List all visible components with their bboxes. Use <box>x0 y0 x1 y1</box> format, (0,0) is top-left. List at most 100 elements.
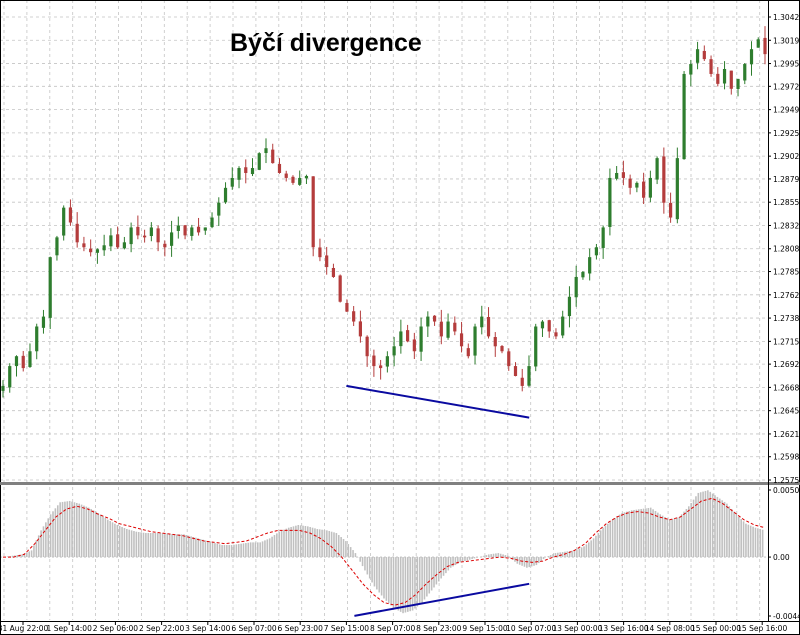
candle-body <box>14 356 19 367</box>
candle-body <box>352 311 356 322</box>
candle-body <box>608 177 612 227</box>
y-tick-label: 1.27150 <box>773 337 800 346</box>
candle-body <box>480 316 484 328</box>
candle-body <box>432 315 437 322</box>
candle-body <box>749 49 754 65</box>
candle-body <box>716 73 720 84</box>
y-tick-label: 1.30190 <box>773 36 800 45</box>
y-tick-label: 1.28320 <box>773 221 800 230</box>
candle-body <box>28 351 32 367</box>
candle-body <box>163 243 167 248</box>
candle-body <box>520 377 524 386</box>
candle-body <box>615 172 619 179</box>
candle-body <box>682 73 686 160</box>
candle-body <box>439 321 443 337</box>
candle-body <box>365 336 369 357</box>
candle-body <box>594 247 599 256</box>
y-tick-label: 1.28085 <box>773 245 800 254</box>
candle-body <box>588 257 592 274</box>
candle-body <box>379 365 383 369</box>
candle-body <box>230 177 234 187</box>
candle-body <box>277 163 282 173</box>
candle-body <box>210 217 214 228</box>
candle-body <box>68 207 73 223</box>
candle-body <box>109 235 113 247</box>
candle-body <box>621 172 625 178</box>
candle-body <box>95 249 100 253</box>
candle-body <box>513 366 518 377</box>
candle-body <box>271 149 275 164</box>
candle-body <box>304 175 309 179</box>
candle-body <box>298 177 302 185</box>
candle-body <box>196 226 201 233</box>
indicator-trendline <box>354 582 530 617</box>
x-tick-label: 6 Sep 07:00 <box>231 624 277 633</box>
y-tick-label: 1.26450 <box>773 407 800 416</box>
candle-body <box>736 78 740 89</box>
x-tick-label: 3 Sep 14:00 <box>185 624 231 633</box>
candle-body <box>82 243 86 248</box>
candle-body <box>743 64 747 81</box>
candle-body <box>399 331 403 347</box>
indicator-y-tick-label: 0.00 <box>773 553 790 562</box>
candle-body <box>540 321 545 329</box>
candle-body <box>41 316 46 328</box>
candle-body <box>62 207 66 236</box>
x-tick-label: 31 Aug 22:00 <box>0 624 49 633</box>
y-tick-label: 1.29490 <box>773 106 800 115</box>
candle-body <box>244 167 248 173</box>
x-tick-label: 6 Sep 23:00 <box>278 624 324 633</box>
candle-body <box>1 385 5 391</box>
y-tick-label: 1.30425 <box>773 13 800 22</box>
candle-body <box>291 176 295 183</box>
candle-body <box>237 168 241 180</box>
candle-body <box>284 173 288 178</box>
candle-body <box>149 227 153 237</box>
candle-body <box>695 49 700 63</box>
candle-body <box>372 355 376 367</box>
y-tick-label: 1.29725 <box>773 82 800 91</box>
candle-body <box>486 317 491 337</box>
candle-body <box>176 225 180 231</box>
candle-body <box>561 316 565 336</box>
x-tick-label: 13 Sep 00:00 <box>552 624 602 633</box>
candle-body <box>358 321 362 337</box>
indicator-y-tick-label: -0.00441 <box>773 612 800 621</box>
candle-body <box>547 320 551 332</box>
x-tick-label: 8 Sep 07:00 <box>370 624 416 633</box>
candle-body <box>466 348 470 357</box>
y-tick-label: 1.28790 <box>773 175 800 184</box>
macd-panel <box>3 490 766 617</box>
candle-body <box>581 272 585 278</box>
candle-body <box>203 227 207 231</box>
candle-body <box>500 346 504 352</box>
candle-body <box>642 181 646 198</box>
chart-title: Býčí divergence <box>230 29 422 57</box>
candle-body <box>702 50 706 60</box>
y-tick-label: 1.29955 <box>773 60 800 69</box>
candle-body <box>493 337 497 347</box>
candle-body <box>446 321 450 338</box>
x-tick-label: 2 Sep 22:00 <box>139 624 185 633</box>
candle-body <box>156 228 160 243</box>
y-tick-label: 1.27385 <box>773 314 800 323</box>
price-trendline <box>346 384 530 419</box>
candle-body <box>567 296 572 317</box>
candle-body <box>311 176 315 248</box>
candle-body <box>756 39 760 48</box>
candle-body <box>169 232 174 246</box>
y-tick-label: 1.26685 <box>773 383 800 392</box>
candle-body <box>250 168 255 175</box>
indicator-y-tick-label: 0.00502 <box>773 486 800 495</box>
candle-body <box>331 267 336 277</box>
candle-body <box>763 37 767 55</box>
x-tick-label: 8 Sep 23:00 <box>416 624 462 633</box>
candle-body <box>385 356 389 367</box>
candle-body <box>89 248 93 253</box>
candle-body <box>534 326 538 367</box>
candle-body <box>116 234 120 248</box>
candle-body <box>635 182 639 188</box>
main-price-panel <box>1 26 767 419</box>
